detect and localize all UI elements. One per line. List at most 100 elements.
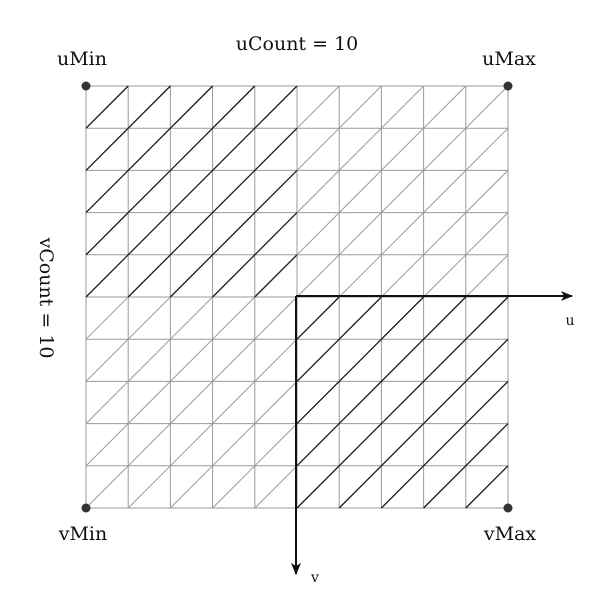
grid-diagonal (423, 85, 467, 129)
grid-diagonal (170, 423, 213, 467)
grid-diagonal (338, 296, 382, 340)
grid-diagonal (85, 212, 129, 256)
grid-diagonal (423, 465, 467, 509)
grid-diagonal (85, 423, 129, 467)
grid-diagonal (380, 296, 425, 340)
grid-diagonal (423, 296, 467, 340)
grid-diagonal (85, 296, 129, 340)
grid-diagonal (338, 212, 382, 256)
grid-diagonal (170, 381, 213, 424)
grid-diagonal (296, 254, 340, 298)
grid-diagonal (85, 381, 129, 424)
grid-diagonal (212, 423, 256, 467)
grid-diagonal (423, 423, 467, 467)
grid-diagonal (85, 169, 129, 214)
grid-diagonal (170, 296, 213, 340)
u-max-label: uMax (482, 48, 536, 70)
grid-diagonal (338, 423, 382, 467)
grid-diagonal (169, 169, 214, 214)
grid-diagonal (465, 254, 509, 298)
grid-diagonal (212, 338, 256, 382)
grid-diagonal (212, 169, 256, 214)
grid-diagonal (296, 423, 340, 467)
grid-diagonal (169, 127, 214, 171)
corner-dot-vmax (503, 503, 513, 513)
grid-diagonal (169, 254, 214, 298)
grid-diagonal (127, 169, 171, 214)
grid-diagonal (212, 254, 256, 298)
grid-diagonal (465, 380, 509, 425)
grid-diagonal (127, 254, 171, 298)
grid-diagonal (381, 170, 424, 213)
grid-diagonal (296, 212, 340, 256)
grid-diagonal (338, 338, 382, 382)
grid-diagonal (85, 338, 129, 382)
grid-diagonal (423, 127, 467, 171)
grid-diagonal (254, 296, 298, 340)
grid-diagonal (465, 212, 509, 256)
grid-diagonal (127, 423, 171, 467)
u-min-label: uMin (57, 48, 107, 70)
grid-diagonal (465, 296, 509, 340)
grid-diagonal (127, 338, 171, 382)
grid-diagonal (127, 85, 171, 129)
grid-diagonal (212, 296, 256, 340)
grid-diagonal (465, 85, 509, 129)
grid-diagonal (465, 127, 509, 171)
grid-diagonal (296, 296, 340, 340)
diagonal-lines (85, 85, 509, 509)
grid-diagonal (254, 381, 298, 424)
grid-diagonal (338, 254, 382, 298)
grid-diagonal (296, 465, 340, 509)
grid-diagonal (423, 254, 467, 298)
grid-diagonal (212, 127, 256, 171)
grid-diagonal (338, 85, 382, 129)
grid-diagonal (380, 423, 425, 467)
grid-diagonal (338, 465, 382, 509)
grid-diagonal (254, 338, 298, 382)
grid-diagonal (423, 380, 467, 425)
grid-diagonal (423, 170, 467, 213)
grid-diagonal (338, 170, 382, 213)
grid-diagonal (254, 465, 298, 509)
grid-diagonal (465, 338, 509, 382)
grid-diagonal (296, 170, 340, 213)
grid-diagonal (296, 85, 340, 129)
grid-diagonal (338, 380, 382, 425)
grid-diagonal (423, 212, 467, 256)
grid-diagonal (381, 85, 424, 129)
grid-diagonal (465, 465, 509, 509)
grid-diagonal (212, 212, 256, 256)
grid-diagonal (296, 127, 340, 171)
grid-diagonal (254, 423, 298, 467)
grid-diagonal (85, 85, 129, 129)
grid-diagonal (169, 85, 214, 129)
grid-diagonal (127, 127, 171, 171)
grid-diagonal (254, 169, 298, 214)
grid-diagonal (254, 85, 298, 129)
grid-diagonal (127, 296, 171, 340)
v-min-label: vMin (58, 523, 108, 545)
corner-dot-vmin (81, 503, 91, 513)
grid-diagonal (465, 423, 509, 467)
grid-diagonal (212, 381, 256, 424)
grid-diagonal (338, 127, 382, 171)
grid-diagonal (85, 127, 129, 171)
grid-diagonal (254, 127, 298, 171)
u-count-label: uCount = 10 (236, 33, 359, 55)
grid-diagonal (380, 338, 425, 382)
v-count-label: vCount = 10 (35, 237, 57, 359)
grid-diagonal (127, 465, 171, 509)
grid-diagonal (381, 254, 424, 298)
grid-diagonal (127, 381, 171, 424)
grid-diagonal (380, 465, 425, 509)
u-axis-label: u (565, 313, 574, 329)
grid-diagonal (296, 338, 340, 382)
grid-diagonal (170, 338, 213, 382)
grid-diagonal (212, 465, 256, 509)
grid-diagonal (381, 127, 424, 171)
grid-diagonal (381, 212, 424, 256)
grid-diagonal (465, 170, 509, 213)
